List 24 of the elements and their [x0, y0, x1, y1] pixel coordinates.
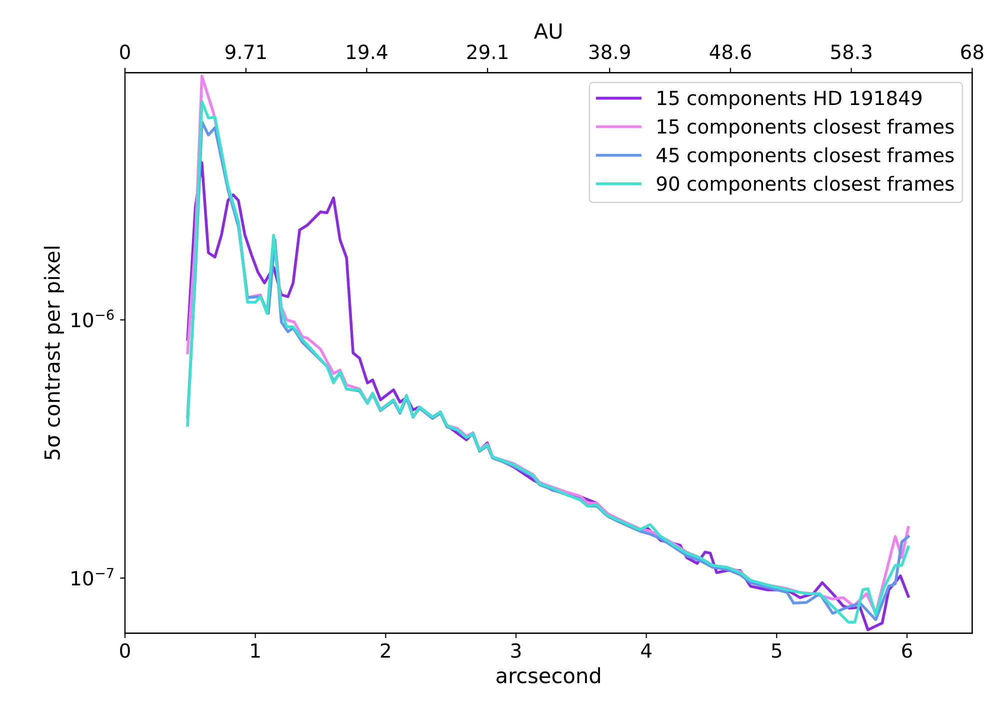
legend-label: 45 components closest frames — [656, 147, 954, 166]
y-axis-title: 5σ contrast per pixel — [44, 246, 64, 460]
legend-label: 15 components HD 191849 — [658, 90, 922, 110]
x-tick-label: 1 — [251, 643, 260, 658]
x2-axis-title: AU — [534, 23, 562, 39]
x-tick-label: 2 — [380, 643, 390, 658]
y-tick-label: 10$^{−7}$ — [72, 568, 114, 586]
legend-label: 90 components closest frames — [656, 176, 954, 195]
x2-tick-label: 48.6 — [710, 44, 751, 60]
x-tick-label: 6 — [902, 643, 912, 658]
x2-tick-label: 58.3 — [831, 44, 872, 60]
x-tick-label: 3 — [511, 643, 521, 658]
x2-tick-label: 19.4 — [347, 44, 388, 60]
y-tick-label: 10$^{−6}$ — [72, 310, 114, 328]
x-tick-label: 5 — [772, 643, 782, 658]
x2-tick-label: 38.9 — [589, 44, 630, 60]
x2-tick-label: 0 — [120, 44, 130, 60]
x-tick-label: 4 — [641, 643, 652, 658]
x2-tick-label: 9.71 — [226, 44, 266, 60]
x-axis-title: arcsecond — [496, 667, 600, 684]
legend-label: 15 components closest frames — [658, 118, 954, 138]
x-tick-label: 0 — [120, 643, 130, 658]
x2-tick-label: 68 — [961, 44, 984, 60]
x2-tick-label: 29.1 — [467, 44, 508, 60]
